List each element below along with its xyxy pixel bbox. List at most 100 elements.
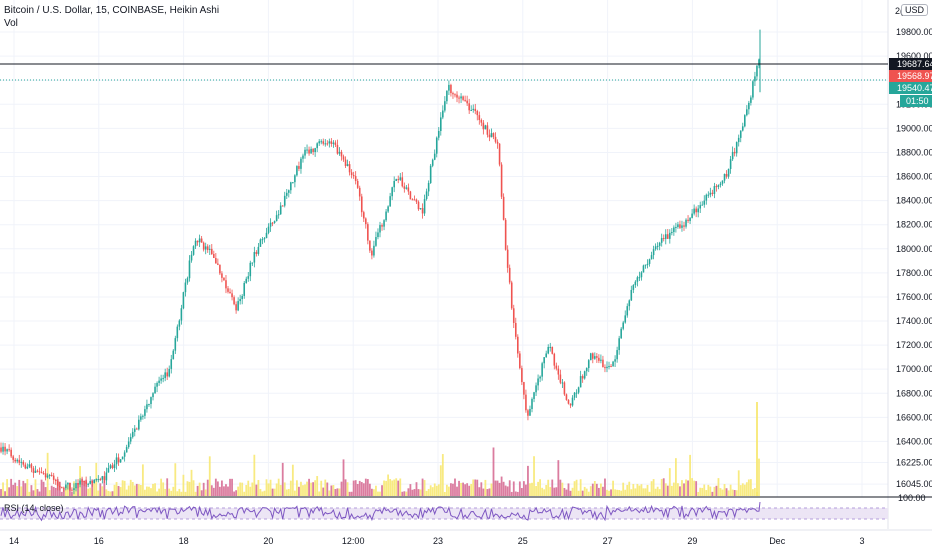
candle-body (54, 479, 57, 481)
price-tick-label: 18800.00 (896, 147, 932, 157)
volume-bar (476, 479, 479, 496)
candle-body (136, 428, 138, 430)
candle-body (338, 151, 341, 154)
candle-body (283, 195, 286, 206)
candle-body (81, 480, 83, 482)
volume-bar (533, 456, 535, 496)
volume-bar (626, 484, 629, 496)
rsi-title[interactable]: RSI (14, close) (4, 503, 64, 513)
price-tick-label: 16045.00 (896, 479, 932, 489)
candle-body (474, 108, 477, 112)
candle-body (89, 480, 91, 484)
price-tick-label: 17000.00 (896, 364, 932, 374)
candle-body (290, 182, 292, 191)
candle-body (217, 263, 219, 265)
volume-bar (640, 484, 643, 496)
candle-body (401, 177, 404, 187)
currency-badge[interactable]: USD (901, 4, 929, 16)
volume-bar (393, 479, 396, 496)
candle-body (638, 277, 641, 279)
candle-body (575, 392, 578, 394)
volume-bar (373, 489, 375, 496)
volume-bar (474, 479, 477, 496)
volume-bar (383, 480, 385, 496)
candle-body (737, 137, 740, 143)
candle-body (415, 199, 418, 202)
candle-body (350, 172, 353, 175)
candle-body (693, 208, 695, 214)
volume-bar (756, 402, 758, 496)
volume-bar (551, 479, 554, 496)
candle-body (460, 96, 462, 99)
volume-bar (44, 487, 47, 496)
volume-bar (600, 483, 602, 496)
volume-bar (306, 481, 308, 496)
volume-bar (237, 486, 240, 496)
candle-body (292, 182, 294, 184)
low-price-tag-bg (889, 82, 932, 94)
volume-bar (186, 481, 189, 496)
high-price-tag: 19568.97 (897, 71, 932, 81)
candle-body (681, 225, 683, 228)
candle-body (673, 227, 675, 233)
candle-body (705, 194, 708, 201)
candle-body (6, 449, 8, 452)
time-tick-label: 23 (433, 536, 443, 546)
volume-bar (747, 479, 750, 496)
candle-body (255, 252, 258, 254)
volume-bar (50, 485, 53, 496)
countdown-tag: 01:50 (906, 96, 929, 106)
volume-bar (672, 482, 675, 496)
volume-bar (148, 486, 150, 496)
volume-bar (71, 491, 73, 496)
candle-body (508, 267, 511, 283)
volume-bar (109, 491, 112, 496)
volume-bar (279, 484, 282, 496)
symbol-title[interactable]: Bitcoin / U.S. Dollar, 15, COINBASE, Hei… (4, 5, 220, 16)
candle-body (117, 457, 120, 463)
volume-bar (737, 470, 740, 496)
candle-body (413, 199, 416, 201)
volume-bar (733, 489, 736, 496)
volume-bar (174, 463, 177, 496)
volume-bar (492, 447, 495, 496)
candle-body (101, 476, 104, 480)
volume-bar (587, 491, 590, 496)
candle-body (529, 409, 531, 416)
low-price-tag: 19540.47 (897, 83, 932, 93)
candle-body (531, 398, 533, 410)
volume-bar (233, 491, 235, 496)
candle-body (247, 276, 250, 279)
candle-body (133, 428, 136, 432)
candle-body (356, 180, 359, 188)
candle-body (423, 199, 426, 214)
candle-body (658, 242, 661, 246)
volume-bar (443, 491, 446, 496)
volume-bar (754, 487, 756, 496)
volume-bar (188, 481, 191, 496)
volume-bar (99, 483, 102, 496)
price-tick-label: 17600.00 (896, 292, 932, 302)
candle-body (180, 308, 183, 321)
volume-bar (419, 489, 422, 496)
candle-body (549, 346, 552, 348)
candle-body (261, 239, 264, 241)
candle-body (666, 234, 669, 239)
candle-body (0, 447, 2, 452)
candle-body (310, 148, 312, 154)
volume-bar (401, 491, 404, 496)
candle-body (754, 76, 756, 82)
volume-bar (604, 478, 606, 496)
time-axis[interactable]: 14 16 18 20 12:00 23 25 27 29 Dec 3 (9, 536, 865, 546)
volume-bar (348, 491, 351, 496)
candle-body (312, 148, 314, 153)
candle-body (675, 227, 677, 229)
candle-body (10, 449, 12, 457)
candle-body (746, 109, 748, 116)
volume-bar (166, 478, 169, 496)
volume-label[interactable]: Vol (4, 18, 18, 29)
volume-bar (450, 483, 452, 496)
volume-bar (421, 478, 424, 496)
volume-bar (81, 478, 83, 496)
